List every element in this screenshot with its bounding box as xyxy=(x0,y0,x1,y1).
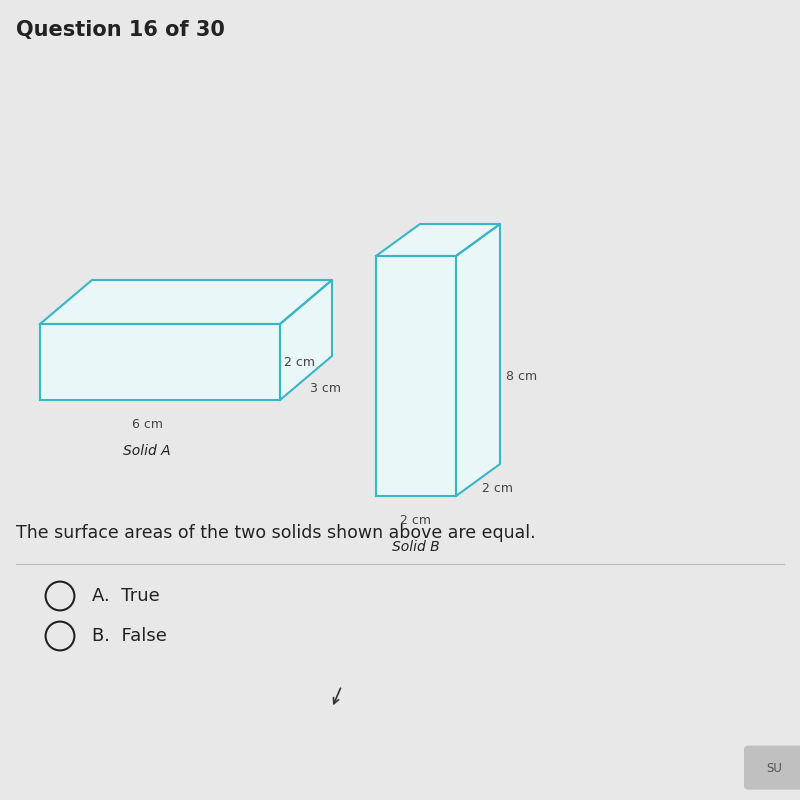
Polygon shape xyxy=(456,224,500,496)
Text: 2 cm: 2 cm xyxy=(482,482,513,495)
Text: Question 16 of 30: Question 16 of 30 xyxy=(16,20,225,40)
Polygon shape xyxy=(280,280,332,400)
Text: Solid A: Solid A xyxy=(123,444,171,458)
Polygon shape xyxy=(376,256,456,496)
Polygon shape xyxy=(40,324,280,400)
Text: 2 cm: 2 cm xyxy=(284,355,315,369)
Text: 6 cm: 6 cm xyxy=(131,418,162,430)
Text: 3 cm: 3 cm xyxy=(310,382,341,395)
Polygon shape xyxy=(40,280,332,324)
Text: B.  False: B. False xyxy=(92,627,167,645)
Text: 2 cm: 2 cm xyxy=(401,514,431,526)
Text: 8 cm: 8 cm xyxy=(506,370,538,382)
Text: A.  True: A. True xyxy=(92,587,160,605)
Text: SU: SU xyxy=(766,762,782,774)
Text: The surface areas of the two solids shown above are equal.: The surface areas of the two solids show… xyxy=(16,524,536,542)
Text: Solid B: Solid B xyxy=(392,540,440,554)
Polygon shape xyxy=(376,224,500,256)
FancyBboxPatch shape xyxy=(744,746,800,790)
